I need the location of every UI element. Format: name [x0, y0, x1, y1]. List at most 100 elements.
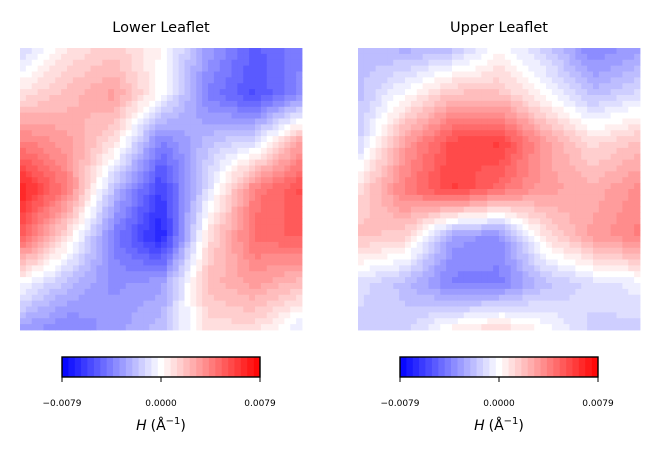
heatmap-cell	[237, 265, 244, 272]
heatmap-cell	[369, 265, 377, 272]
heatmap-cell	[249, 200, 256, 208]
heatmap-cell	[475, 153, 482, 161]
heatmap-cell	[616, 136, 623, 143]
heatmap-cell	[96, 165, 103, 172]
heatmap-cell	[563, 253, 570, 260]
heatmap-cell	[534, 218, 541, 225]
heatmap-cell	[475, 318, 482, 325]
heatmap-cell	[446, 241, 453, 249]
heatmap-cell	[272, 95, 279, 102]
colorbar-segment	[483, 357, 490, 377]
heatmap-cell	[237, 112, 244, 119]
heatmap-cell	[84, 247, 91, 255]
heatmap-cell	[219, 89, 227, 96]
heatmap-cell	[563, 130, 570, 137]
heatmap-cell	[243, 112, 250, 119]
heatmap-cell	[563, 177, 570, 184]
heatmap-cell	[581, 259, 588, 266]
heatmap-cell	[20, 95, 27, 102]
heatmap-cell	[434, 324, 441, 331]
heatmap-cell	[522, 247, 529, 255]
heatmap-cell	[387, 71, 394, 78]
heatmap-cell	[43, 153, 50, 161]
heatmap-cell	[475, 300, 482, 307]
heatmap-cell	[463, 224, 471, 231]
heatmap-cell	[155, 247, 162, 255]
heatmap-cell	[563, 218, 570, 225]
heatmap-cell	[61, 95, 68, 102]
heatmap-cell	[358, 230, 365, 237]
heatmap-cell	[546, 259, 553, 266]
heatmap-cell	[422, 59, 429, 67]
heatmap-cell	[475, 124, 482, 131]
heatmap-cell	[452, 259, 459, 266]
heatmap-cell	[463, 147, 471, 155]
heatmap-cell	[622, 65, 629, 72]
heatmap-cell	[249, 230, 256, 237]
heatmap-cell	[569, 83, 576, 90]
heatmap-cell	[581, 265, 588, 272]
heatmap-cell	[231, 194, 238, 202]
heatmap-cell	[213, 241, 221, 249]
heatmap-cell	[622, 224, 629, 231]
heatmap-cell	[446, 318, 453, 325]
heatmap-cell	[202, 142, 209, 149]
heatmap-cell	[616, 53, 623, 61]
heatmap-cell	[463, 265, 471, 272]
heatmap-cell	[49, 71, 56, 78]
heatmap-cell	[196, 224, 203, 231]
heatmap-cell	[457, 171, 465, 178]
heatmap-cell	[72, 271, 80, 278]
heatmap-cell	[528, 253, 535, 260]
heatmap-cell	[278, 247, 285, 255]
heatmap-cell	[114, 177, 121, 184]
heatmap-cell	[255, 130, 262, 137]
heatmap-cell	[487, 294, 494, 302]
heatmap-cell	[20, 189, 27, 196]
heatmap-cell	[119, 288, 127, 296]
heatmap-cell	[516, 112, 523, 119]
heatmap-cell	[143, 247, 150, 255]
heatmap-cell	[166, 265, 174, 272]
colorbar-segment	[240, 357, 248, 377]
heatmap-cell	[208, 153, 215, 161]
heatmap-cell	[184, 53, 191, 61]
heatmap-cell	[172, 306, 180, 313]
heatmap-cell	[102, 83, 109, 90]
heatmap-cell	[149, 83, 156, 90]
heatmap-cell	[278, 83, 285, 90]
heatmap-cell	[155, 241, 162, 249]
heatmap-cell	[290, 147, 297, 155]
heatmap-cell	[255, 171, 262, 178]
heatmap-cell	[278, 312, 285, 319]
heatmap-cell	[581, 171, 588, 178]
heatmap-cell	[213, 189, 221, 196]
heatmap-cell	[225, 212, 232, 219]
heatmap-cell	[405, 136, 412, 143]
heatmap-cell	[137, 259, 144, 266]
heatmap-cell	[628, 112, 635, 119]
heatmap-cell	[172, 271, 180, 278]
heatmap-cell	[569, 212, 576, 219]
heatmap-cell	[593, 112, 600, 119]
heatmap-cell	[161, 89, 168, 96]
heatmap-cell	[510, 100, 518, 108]
heatmap-cell	[452, 100, 459, 108]
heatmap-cell	[452, 65, 459, 72]
heatmap-cell	[393, 224, 400, 231]
heatmap-cell	[504, 306, 512, 313]
heatmap-cell	[452, 136, 459, 143]
heatmap-cell	[55, 206, 62, 213]
heatmap-cell	[551, 300, 559, 307]
heatmap-cell	[475, 65, 482, 72]
heatmap-cell	[149, 71, 156, 78]
heatmap-cell	[90, 71, 97, 78]
heatmap-cell	[540, 77, 547, 84]
heatmap-cell	[143, 171, 150, 178]
heatmap-cell	[272, 83, 279, 90]
heatmap-cell	[410, 206, 418, 213]
heatmap-cell	[272, 65, 279, 72]
heatmap-cell	[457, 300, 465, 307]
heatmap-cell	[72, 89, 80, 96]
heatmap-cell	[628, 65, 635, 72]
